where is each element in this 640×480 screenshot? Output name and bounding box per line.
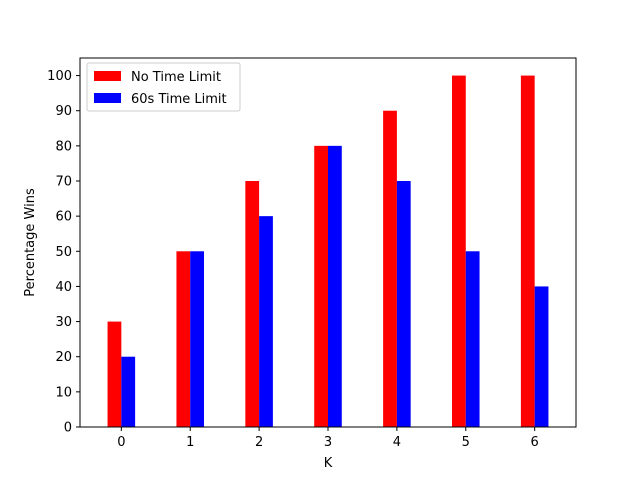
bar-no-time-limit-k1 <box>176 251 191 427</box>
x-axis-label: K <box>324 456 333 471</box>
legend-swatch-no-time-limit <box>94 71 121 81</box>
y-tick-label: 80 <box>55 139 72 154</box>
x-tick-label: 4 <box>393 435 401 450</box>
bar-no-time-limit-k4 <box>383 110 397 427</box>
x-tick-label: 3 <box>324 435 332 450</box>
y-axis-label: Percentage Wins <box>23 188 38 297</box>
bar-no-time-limit-k3 <box>314 145 328 427</box>
x-tick-label: 5 <box>462 435 470 450</box>
legend: No Time Limit 60s Time Limit <box>86 62 241 112</box>
bar-no-time-limit-k0 <box>107 321 122 427</box>
bar-no-time-limit-k2 <box>245 181 260 427</box>
y-tick-label: 30 <box>55 315 72 330</box>
bar-60s-time-limit-k5 <box>465 251 480 427</box>
legend-entry-no-time-limit: No Time Limit <box>131 70 221 85</box>
y-tick-label: 40 <box>55 280 72 295</box>
legend-swatch-60s-time-limit <box>94 93 121 103</box>
y-tick-label: 20 <box>55 350 72 365</box>
y-tick-label: 60 <box>55 210 72 225</box>
bar-60s-time-limit-k1 <box>190 251 204 427</box>
y-tick-label: 100 <box>47 69 72 84</box>
bar-60s-time-limit-k3 <box>328 145 342 427</box>
x-axis-ticks: 0 1 2 3 4 5 6 <box>117 427 539 450</box>
bar-no-time-limit-k5 <box>452 75 466 428</box>
x-tick-label: 6 <box>531 435 539 450</box>
legend-entry-60s-time-limit: 60s Time Limit <box>131 92 227 107</box>
y-tick-label: 90 <box>55 104 72 119</box>
y-tick-label: 10 <box>55 385 72 400</box>
legend-box <box>86 62 241 112</box>
x-tick-label: 1 <box>186 435 194 450</box>
y-tick-label: 0 <box>64 421 72 436</box>
bar-60s-time-limit-k0 <box>121 356 136 427</box>
bar-60s-time-limit-k2 <box>259 216 273 427</box>
bar-60s-time-limit-k6 <box>534 286 549 427</box>
x-tick-label: 2 <box>255 435 263 450</box>
y-axis-ticks: 0 10 20 30 40 50 60 70 80 90 100 <box>47 69 80 436</box>
bar-60s-time-limit-k4 <box>396 181 411 427</box>
plot-area <box>107 75 549 428</box>
y-tick-label: 50 <box>55 245 72 260</box>
bar-no-time-limit-k6 <box>520 75 535 428</box>
x-tick-label: 0 <box>117 435 125 450</box>
y-tick-label: 70 <box>55 175 72 190</box>
